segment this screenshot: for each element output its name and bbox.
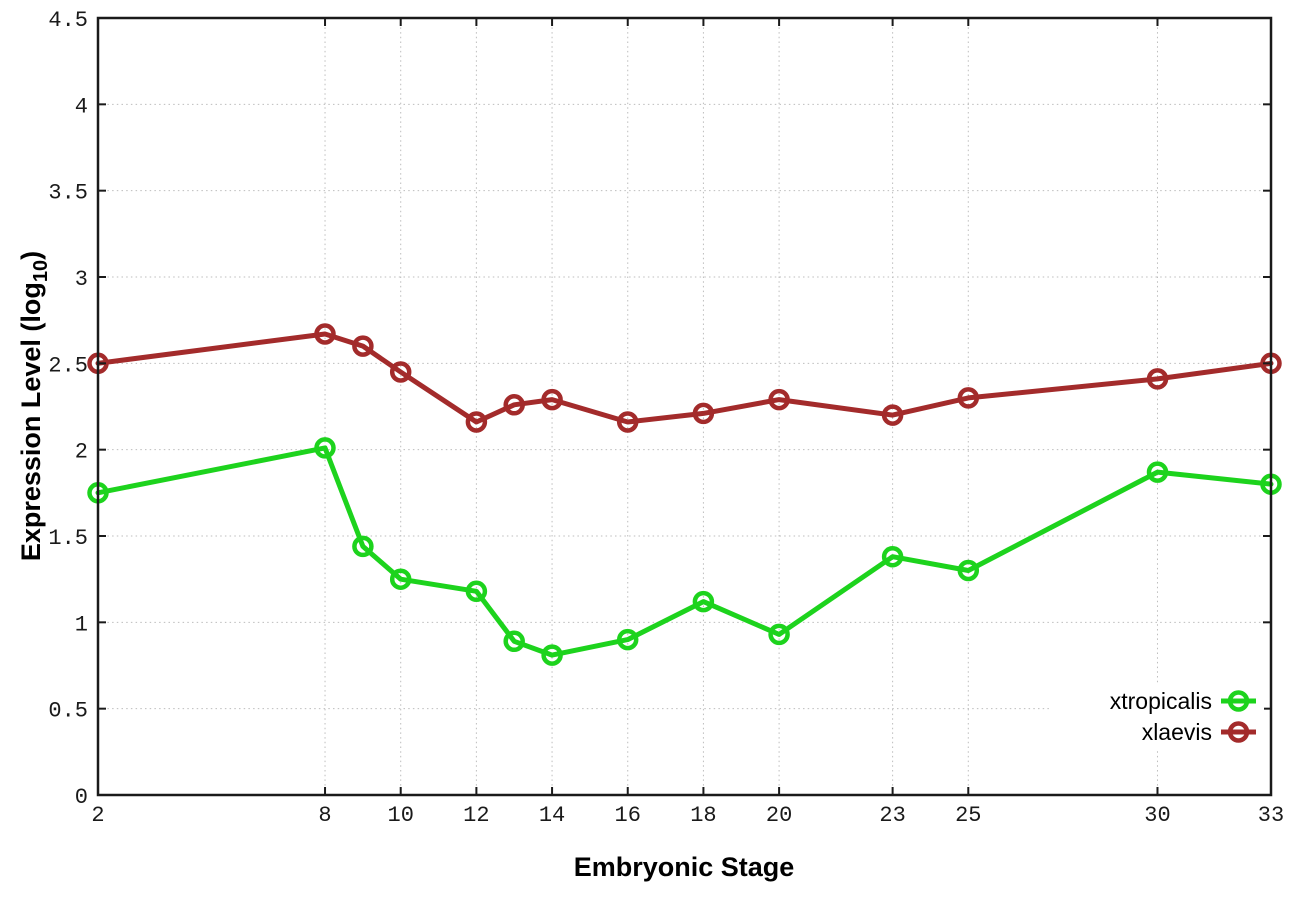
- xlaevis-marker: [957, 387, 980, 409]
- y-axis-title-suffix: ): [16, 251, 46, 260]
- legend-marker: [1227, 690, 1250, 712]
- xlaevis-marker: [465, 411, 488, 433]
- xlaevis-marker: [692, 402, 715, 425]
- plot-border: [96, 16, 1273, 797]
- xtropicalis-marker: [352, 535, 374, 558]
- xtropicalis-marker: [768, 623, 790, 646]
- y-tick-label: 0.5: [48, 699, 88, 724]
- xtropicalis-marker: [616, 628, 639, 651]
- y-tick-label: 1.5: [48, 526, 88, 551]
- xlaevis-marker: [768, 388, 790, 411]
- x-tick-label: 25: [955, 803, 981, 828]
- xtropicalis-marker: [389, 568, 412, 590]
- y-tick-label: 2: [75, 440, 88, 465]
- legend-background: [1052, 683, 1264, 749]
- legend-label: xlaevis: [1142, 719, 1212, 745]
- xtropicalis-marker: [957, 559, 980, 582]
- axis-layer: [96, 16, 1273, 797]
- x-tick-label: 16: [615, 803, 641, 828]
- y-tick-label: 3.5: [48, 181, 88, 206]
- xlaevis-marker: [352, 335, 374, 357]
- xtropicalis-marker: [314, 437, 336, 459]
- xlaevis-marker: [881, 404, 904, 426]
- legend-marker: [1227, 721, 1250, 743]
- x-tick-label: 8: [318, 803, 331, 828]
- legend-label: xtropicalis: [1110, 688, 1212, 714]
- y-tick-label: 2.5: [48, 353, 88, 378]
- x-tick-label: 30: [1144, 803, 1170, 828]
- x-tick-label: 14: [539, 803, 565, 828]
- legend-layer: xtropicalis xlaevis: [1052, 683, 1264, 749]
- y-axis-title: Expression Level (log10): [16, 251, 52, 561]
- x-axis-title: Embryonic Stage: [574, 852, 795, 882]
- y-tick-label: 1: [75, 612, 88, 637]
- x-tick-label: 23: [879, 803, 905, 828]
- xlaevis-marker: [541, 388, 563, 411]
- tick-label-layer: 2 8 10 12 14 16 18 20 23 25 30 33 0 0.5 1 1.5 2 2.5 3 3.5 4 4…: [48, 8, 1284, 828]
- y-tick-label: 4: [75, 94, 88, 119]
- xtropicalis-marker: [881, 545, 904, 568]
- xtropicalis-marker: [1146, 461, 1169, 483]
- legend-entry-xlaevis: xlaevis: [1142, 719, 1256, 745]
- y-tick-label: 3: [75, 267, 88, 292]
- x-tick-label: 18: [690, 803, 716, 828]
- xtropicalis-marker: [692, 590, 715, 613]
- legend-entry-xtropicalis: xtropicalis: [1110, 688, 1256, 714]
- x-tick-label: 2: [91, 803, 104, 828]
- xlaevis-marker: [314, 323, 336, 345]
- x-tick-label: 33: [1258, 803, 1284, 828]
- xlaevis-marker: [616, 411, 639, 433]
- x-tick-label: 12: [463, 803, 489, 828]
- y-tick-label: 4.5: [48, 8, 88, 33]
- x-tick-label: 20: [766, 803, 792, 828]
- y-tick-label: 0: [75, 785, 88, 810]
- xtropicalis-marker: [541, 644, 563, 666]
- series-layer: [87, 323, 1282, 666]
- xlaevis-marker: [389, 361, 412, 383]
- xtropicalis-marker: [503, 630, 525, 653]
- y-axis-title-text: Expression Level (log: [16, 282, 46, 561]
- xtropicalis-marker: [465, 580, 488, 603]
- xlaevis-marker: [503, 394, 525, 416]
- xlaevis-marker: [1146, 368, 1169, 390]
- grid-layer: [97, 17, 1272, 796]
- xlaevis-line: [95, 331, 1274, 425]
- y-axis-title-subscript: 10: [30, 260, 52, 282]
- x-tick-label: 10: [388, 803, 414, 828]
- xtropicalis-line: [95, 445, 1274, 658]
